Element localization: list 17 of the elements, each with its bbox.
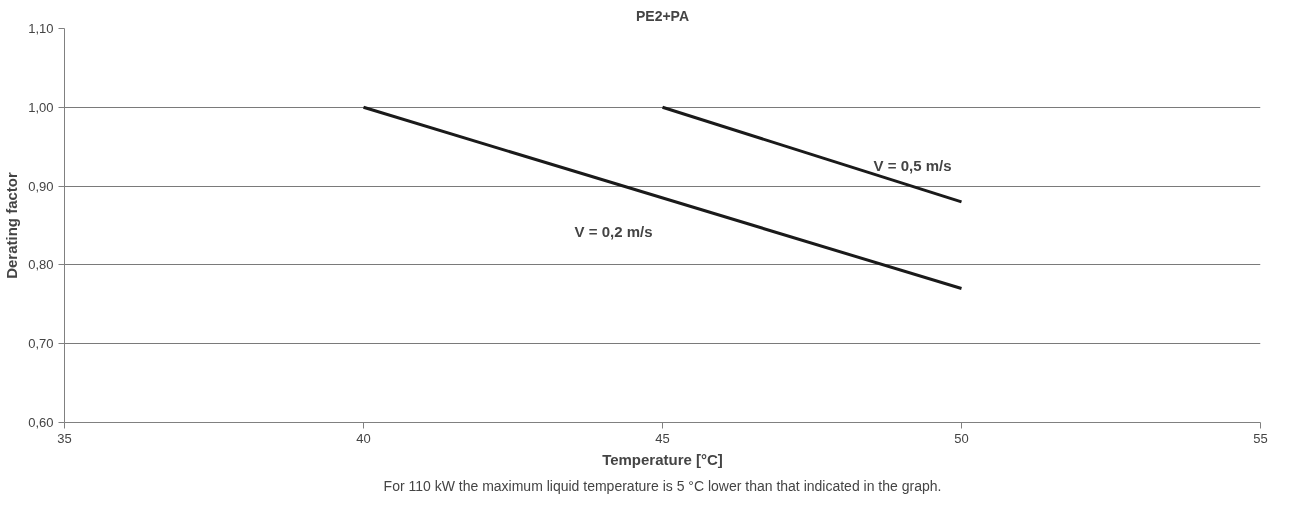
y-tick-label: 1,10 xyxy=(28,21,54,36)
x-axis-title: Temperature [°C] xyxy=(602,450,723,468)
y-tick-label: 0,80 xyxy=(28,257,54,273)
y-tick-label: 0,60 xyxy=(28,415,54,430)
y-tick-label: 0,90 xyxy=(28,178,54,194)
series-label: V = 0,5 m/s xyxy=(873,156,952,174)
x-tick-label: 50 xyxy=(954,430,969,446)
x-tick-label: 40 xyxy=(356,430,371,446)
y-axis-title: Derating factor xyxy=(3,172,21,279)
text: For 110 kW the maximum liquid temperature is 5 °C lower than that indicated in the graph. xyxy=(383,477,942,494)
chart-title: PE2+PA xyxy=(635,7,690,24)
x-tick-label: 45 xyxy=(655,430,670,446)
series-label: V = 0,2 m/s xyxy=(574,222,653,240)
x-tick-label: 35 xyxy=(57,430,72,446)
x-tick-label: 55 xyxy=(1253,430,1268,446)
y-tick-label: 0,70 xyxy=(28,336,54,352)
y-tick-label: 1,00 xyxy=(28,99,54,115)
